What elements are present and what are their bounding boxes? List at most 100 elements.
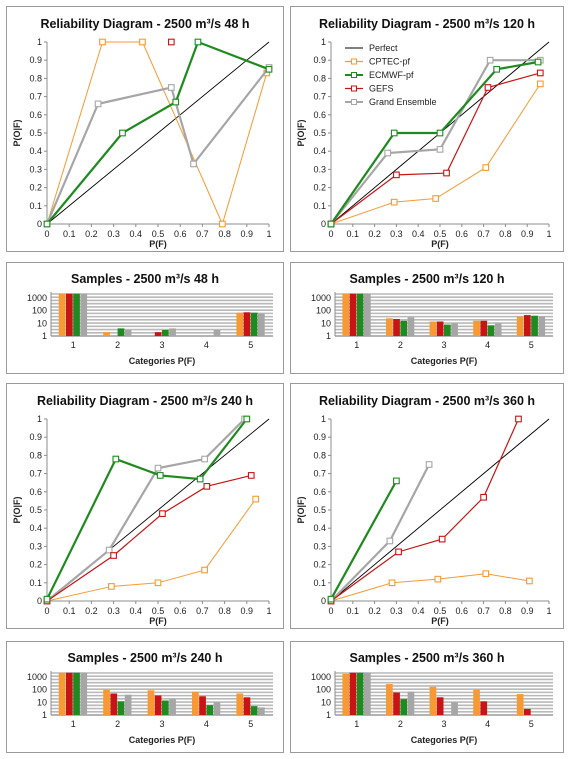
x-tick-label: 0.3 xyxy=(390,606,403,616)
bar-grand-ensemble xyxy=(213,329,221,336)
bar-ecmwf-pf xyxy=(250,706,258,715)
point-cptec-pf xyxy=(139,38,146,46)
y-tick-label: 0.3 xyxy=(313,164,326,174)
y-tick-label: 0 xyxy=(321,596,326,606)
y-tick-label: 0.3 xyxy=(313,541,326,551)
x-tick-label: 1 xyxy=(546,229,551,239)
bar-grand-ensemble xyxy=(258,707,265,715)
bar-cptec-pf xyxy=(236,693,244,715)
chart-title: Reliability Diagram - 2500 m³/s 240 h xyxy=(37,394,253,408)
chart-svg: Reliability Diagram - 2500 m³/s 360 h 00 0… xyxy=(296,394,552,626)
bar-cptec-pf xyxy=(58,293,66,336)
series-line-ecmwf-pf xyxy=(330,480,398,600)
x-tick-label: 0 xyxy=(44,606,49,616)
bar-ecmwf-pf xyxy=(444,324,451,336)
chart-svg: Samples - 2500 m³/s 240 h 1 10 100 1000 1 2 3 4 5… xyxy=(27,651,273,745)
y-tick-label: 0.6 xyxy=(29,110,42,120)
y-tick-label: 0.1 xyxy=(29,578,42,588)
bar-gefs xyxy=(393,692,400,715)
bar-ecmwf-pf xyxy=(73,672,80,715)
point-cptec-pf xyxy=(154,579,162,587)
y-tick-label: 0.9 xyxy=(313,55,326,65)
chart-svg: Samples - 2500 m³/s 48 h 1 10 100 1000 1 2 3 4 5 C… xyxy=(27,272,273,366)
x-tick-label: 0.4 xyxy=(130,606,143,616)
bar-gefs xyxy=(243,312,251,336)
x-tick-label: 3 xyxy=(441,340,446,350)
x-tick-label: 0.4 xyxy=(412,229,425,239)
bar-gefs xyxy=(199,696,206,715)
bar-cptec-pf xyxy=(103,332,110,336)
point-gefs xyxy=(515,415,522,423)
bar-gefs xyxy=(154,332,162,336)
y-tick-label: 0.3 xyxy=(29,541,42,551)
x-tick-label: 0.2 xyxy=(368,229,381,239)
x-tick-label: 0.9 xyxy=(521,229,534,239)
x-tick-label: 0.8 xyxy=(499,606,512,616)
y-tick-label: 0.5 xyxy=(313,128,326,138)
point-gefs xyxy=(247,472,255,479)
bar-cptec-pf xyxy=(386,684,393,715)
bar-gefs xyxy=(349,293,357,336)
x-axis-label: P(F) xyxy=(431,616,449,626)
x-tick-label: 4 xyxy=(485,719,490,729)
point-grand-ensemble xyxy=(425,461,433,468)
x-tick-label: 1 xyxy=(266,229,271,239)
y-tick-label: 1 xyxy=(321,414,326,424)
bar-grand-ensemble xyxy=(124,329,132,336)
point-grand-ensemble xyxy=(386,537,394,545)
bar-ecmwf-pf xyxy=(117,701,125,715)
bar-cptec-pf xyxy=(192,691,199,715)
x-tick-label: 4 xyxy=(485,340,490,350)
y-tick-label: 0.7 xyxy=(313,469,326,479)
x-tick-label: 0.5 xyxy=(152,606,165,616)
bar-grand-ensemble xyxy=(451,702,458,715)
point-cptec-pf xyxy=(432,195,439,202)
chart-svg: Reliability Diagram - 2500 m³/s 120 h 00 0… xyxy=(296,17,552,249)
point-ecmwf-pf xyxy=(194,38,202,46)
y-tick-label: 0.2 xyxy=(313,183,326,193)
bar-cptec-pf xyxy=(473,689,480,715)
x-tick-label: 0.9 xyxy=(521,606,534,616)
y-tick-label: 0.1 xyxy=(313,578,326,588)
x-tick-label: 2 xyxy=(115,719,120,729)
series-line-cptec-pf xyxy=(46,498,257,602)
x-tick-label: 0.8 xyxy=(499,229,512,239)
point-grand-ensemble xyxy=(190,160,197,168)
bar-cptec-pf xyxy=(516,316,524,336)
x-tick-label: 0.3 xyxy=(107,606,120,616)
y-tick-label: 0.4 xyxy=(313,146,326,156)
x-tick-label: 0.5 xyxy=(434,606,447,616)
y-tick-label: 0.8 xyxy=(313,450,326,460)
point-gefs xyxy=(438,535,446,543)
chart-title: Reliability Diagram - 2500 m³/s 360 h xyxy=(319,394,535,408)
x-tick-label: 0.4 xyxy=(130,229,143,239)
bar-grand-ensemble xyxy=(407,317,415,336)
x-tick-label: 0.7 xyxy=(477,606,490,616)
x-tick-label: 5 xyxy=(529,340,534,350)
y-tick-label: 1000 xyxy=(27,672,47,682)
x-tick-label: 0.7 xyxy=(477,229,490,239)
point-ecmwf-pf xyxy=(43,595,51,603)
point-grand-ensemble xyxy=(167,84,175,91)
series-line-perfect xyxy=(330,418,550,602)
bar-gefs xyxy=(524,315,531,336)
x-tick-label: 0.6 xyxy=(456,606,469,616)
chart-title: Reliability Diagram - 2500 m³/s 48 h xyxy=(40,17,249,31)
bar-grand-ensemble xyxy=(80,672,88,715)
point-ecmwf-pf xyxy=(112,455,120,463)
point-cptec-pf xyxy=(99,38,106,46)
x-axis-label: P(F) xyxy=(149,616,167,626)
legend-marker-cptec-pf xyxy=(351,58,357,65)
bar-grand-ensemble xyxy=(364,293,371,336)
legend-marker-ecmwf-pf xyxy=(351,72,357,78)
x-tick-label: 1 xyxy=(266,606,271,616)
bar-gefs xyxy=(349,672,357,715)
y-tick-label: 1000 xyxy=(311,293,331,303)
bar-grand-ensemble xyxy=(258,313,265,336)
y-axis-label: P(O|F) xyxy=(296,119,306,146)
y-tick-label: 0.4 xyxy=(29,523,42,533)
point-grand-ensemble xyxy=(94,100,102,108)
y-tick-label: 10 xyxy=(321,318,331,328)
